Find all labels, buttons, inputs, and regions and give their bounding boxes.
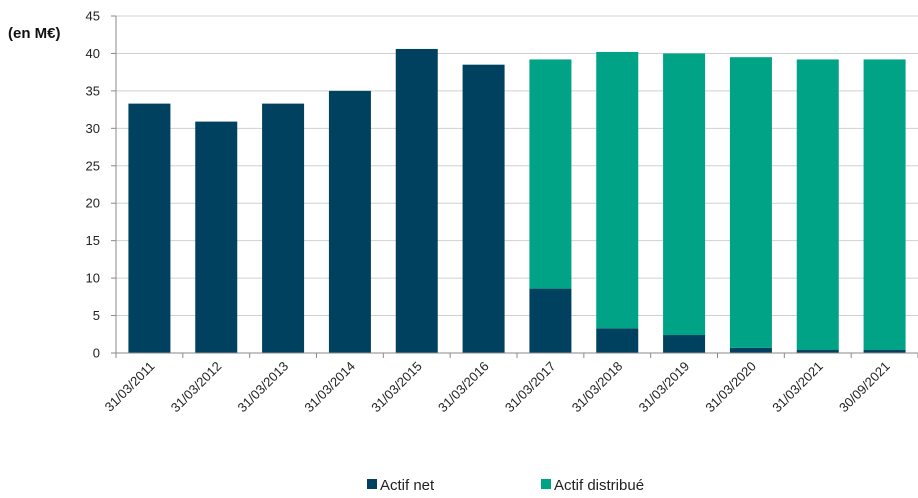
x-tick-label: 31/03/2014 bbox=[301, 359, 358, 416]
y-tick-label: 30 bbox=[86, 121, 100, 136]
bar-actif-distribue bbox=[529, 59, 572, 289]
bar-actif-net bbox=[863, 350, 906, 353]
bar-actif-distribue bbox=[596, 51, 639, 329]
x-axis bbox=[111, 15, 918, 358]
y-tick-label: 5 bbox=[93, 308, 100, 323]
bar-actif-net bbox=[729, 347, 772, 353]
y-tick-label: 35 bbox=[86, 83, 100, 98]
bar-actif-net bbox=[262, 103, 305, 354]
x-tick-label: 31/03/2021 bbox=[769, 359, 826, 416]
bar-actif-distribue bbox=[663, 53, 706, 336]
x-tick-label: 31/03/2016 bbox=[435, 359, 492, 416]
x-tick-label: 31/03/2018 bbox=[569, 359, 626, 416]
bar-actif-net bbox=[596, 328, 639, 353]
bar-actif-distribue bbox=[729, 57, 772, 348]
x-tick-label: 31/03/2013 bbox=[235, 359, 292, 416]
legend: Actif net Actif distribué bbox=[367, 477, 644, 494]
x-axis-ticks: 31/03/2011 31/03/2012 31/03/2013 31/03/2014… bbox=[102, 359, 893, 416]
legend-label: Actif distribué bbox=[554, 477, 644, 494]
x-tick-label: 31/03/2020 bbox=[702, 359, 759, 416]
y-unit-label: (en M€) bbox=[8, 25, 61, 42]
x-tick-label: 31/03/2019 bbox=[636, 359, 693, 416]
bar-actif-net bbox=[663, 335, 706, 353]
y-tick-label: 15 bbox=[86, 233, 100, 248]
y-tick-label: 20 bbox=[86, 196, 100, 211]
legend-swatch bbox=[541, 479, 551, 489]
x-tick-label: 30/09/2021 bbox=[836, 359, 893, 416]
x-tick-label: 31/03/2017 bbox=[502, 359, 559, 416]
bars bbox=[128, 48, 906, 354]
y-tick-label: 45 bbox=[86, 9, 100, 24]
x-tick-label: 31/03/2012 bbox=[168, 359, 225, 416]
y-tick-label: 25 bbox=[86, 158, 100, 173]
bar-actif-net bbox=[328, 90, 371, 353]
bar-actif-net bbox=[395, 48, 438, 353]
bar-actif-distribue bbox=[863, 59, 906, 351]
bar-actif-net bbox=[462, 64, 505, 353]
y-axis-ticks: 0 5 10 15 20 25 30 35 40 45 bbox=[86, 9, 100, 361]
bar-actif-net bbox=[796, 350, 839, 353]
gridlines bbox=[116, 15, 918, 317]
y-tick-label: 0 bbox=[93, 346, 100, 361]
legend-swatch bbox=[367, 479, 377, 489]
x-tick-label: 31/03/2011 bbox=[102, 359, 158, 415]
bar-actif-net bbox=[195, 121, 238, 354]
bar-actif-distribue bbox=[796, 59, 839, 351]
bar-actif-net bbox=[128, 103, 171, 354]
legend-label: Actif net bbox=[380, 477, 435, 494]
y-tick-label: 10 bbox=[86, 271, 100, 286]
x-tick-label: 31/03/2015 bbox=[368, 359, 425, 416]
bar-actif-net bbox=[529, 288, 572, 353]
y-tick-label: 40 bbox=[86, 46, 100, 61]
